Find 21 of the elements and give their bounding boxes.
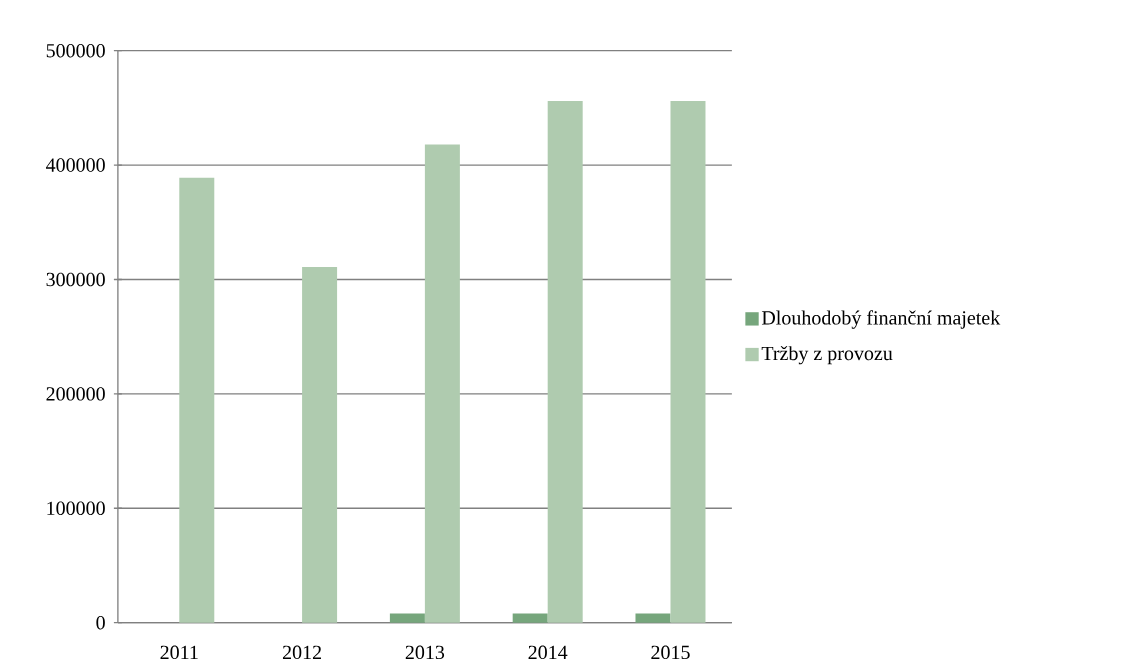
y-tick-label: 400000	[46, 158, 105, 172]
x-tick-label: 2015	[651, 645, 690, 660]
bar	[635, 613, 671, 623]
bar	[670, 101, 706, 623]
legend-label: Tržby z provozu	[761, 346, 893, 365]
bar	[389, 613, 425, 623]
bar	[512, 613, 548, 623]
y-tick-label: 500000	[46, 43, 105, 58]
x-tick-label: 2011	[160, 645, 198, 660]
x-tick-label: 2012	[282, 645, 321, 660]
y-tick-label: 100000	[47, 501, 105, 516]
bar	[424, 144, 460, 623]
y-tick-label: 0	[96, 615, 105, 630]
bar	[179, 177, 215, 623]
legend-label: Dlouhodobý finanční majetek	[761, 310, 1001, 329]
y-tick-label: 200000	[46, 387, 105, 401]
bar	[302, 266, 338, 623]
y-tick-label: 300000	[46, 272, 105, 287]
x-tick-label: 2014	[528, 645, 568, 660]
bar	[547, 101, 583, 623]
x-tick-label: 2013	[405, 645, 445, 660]
